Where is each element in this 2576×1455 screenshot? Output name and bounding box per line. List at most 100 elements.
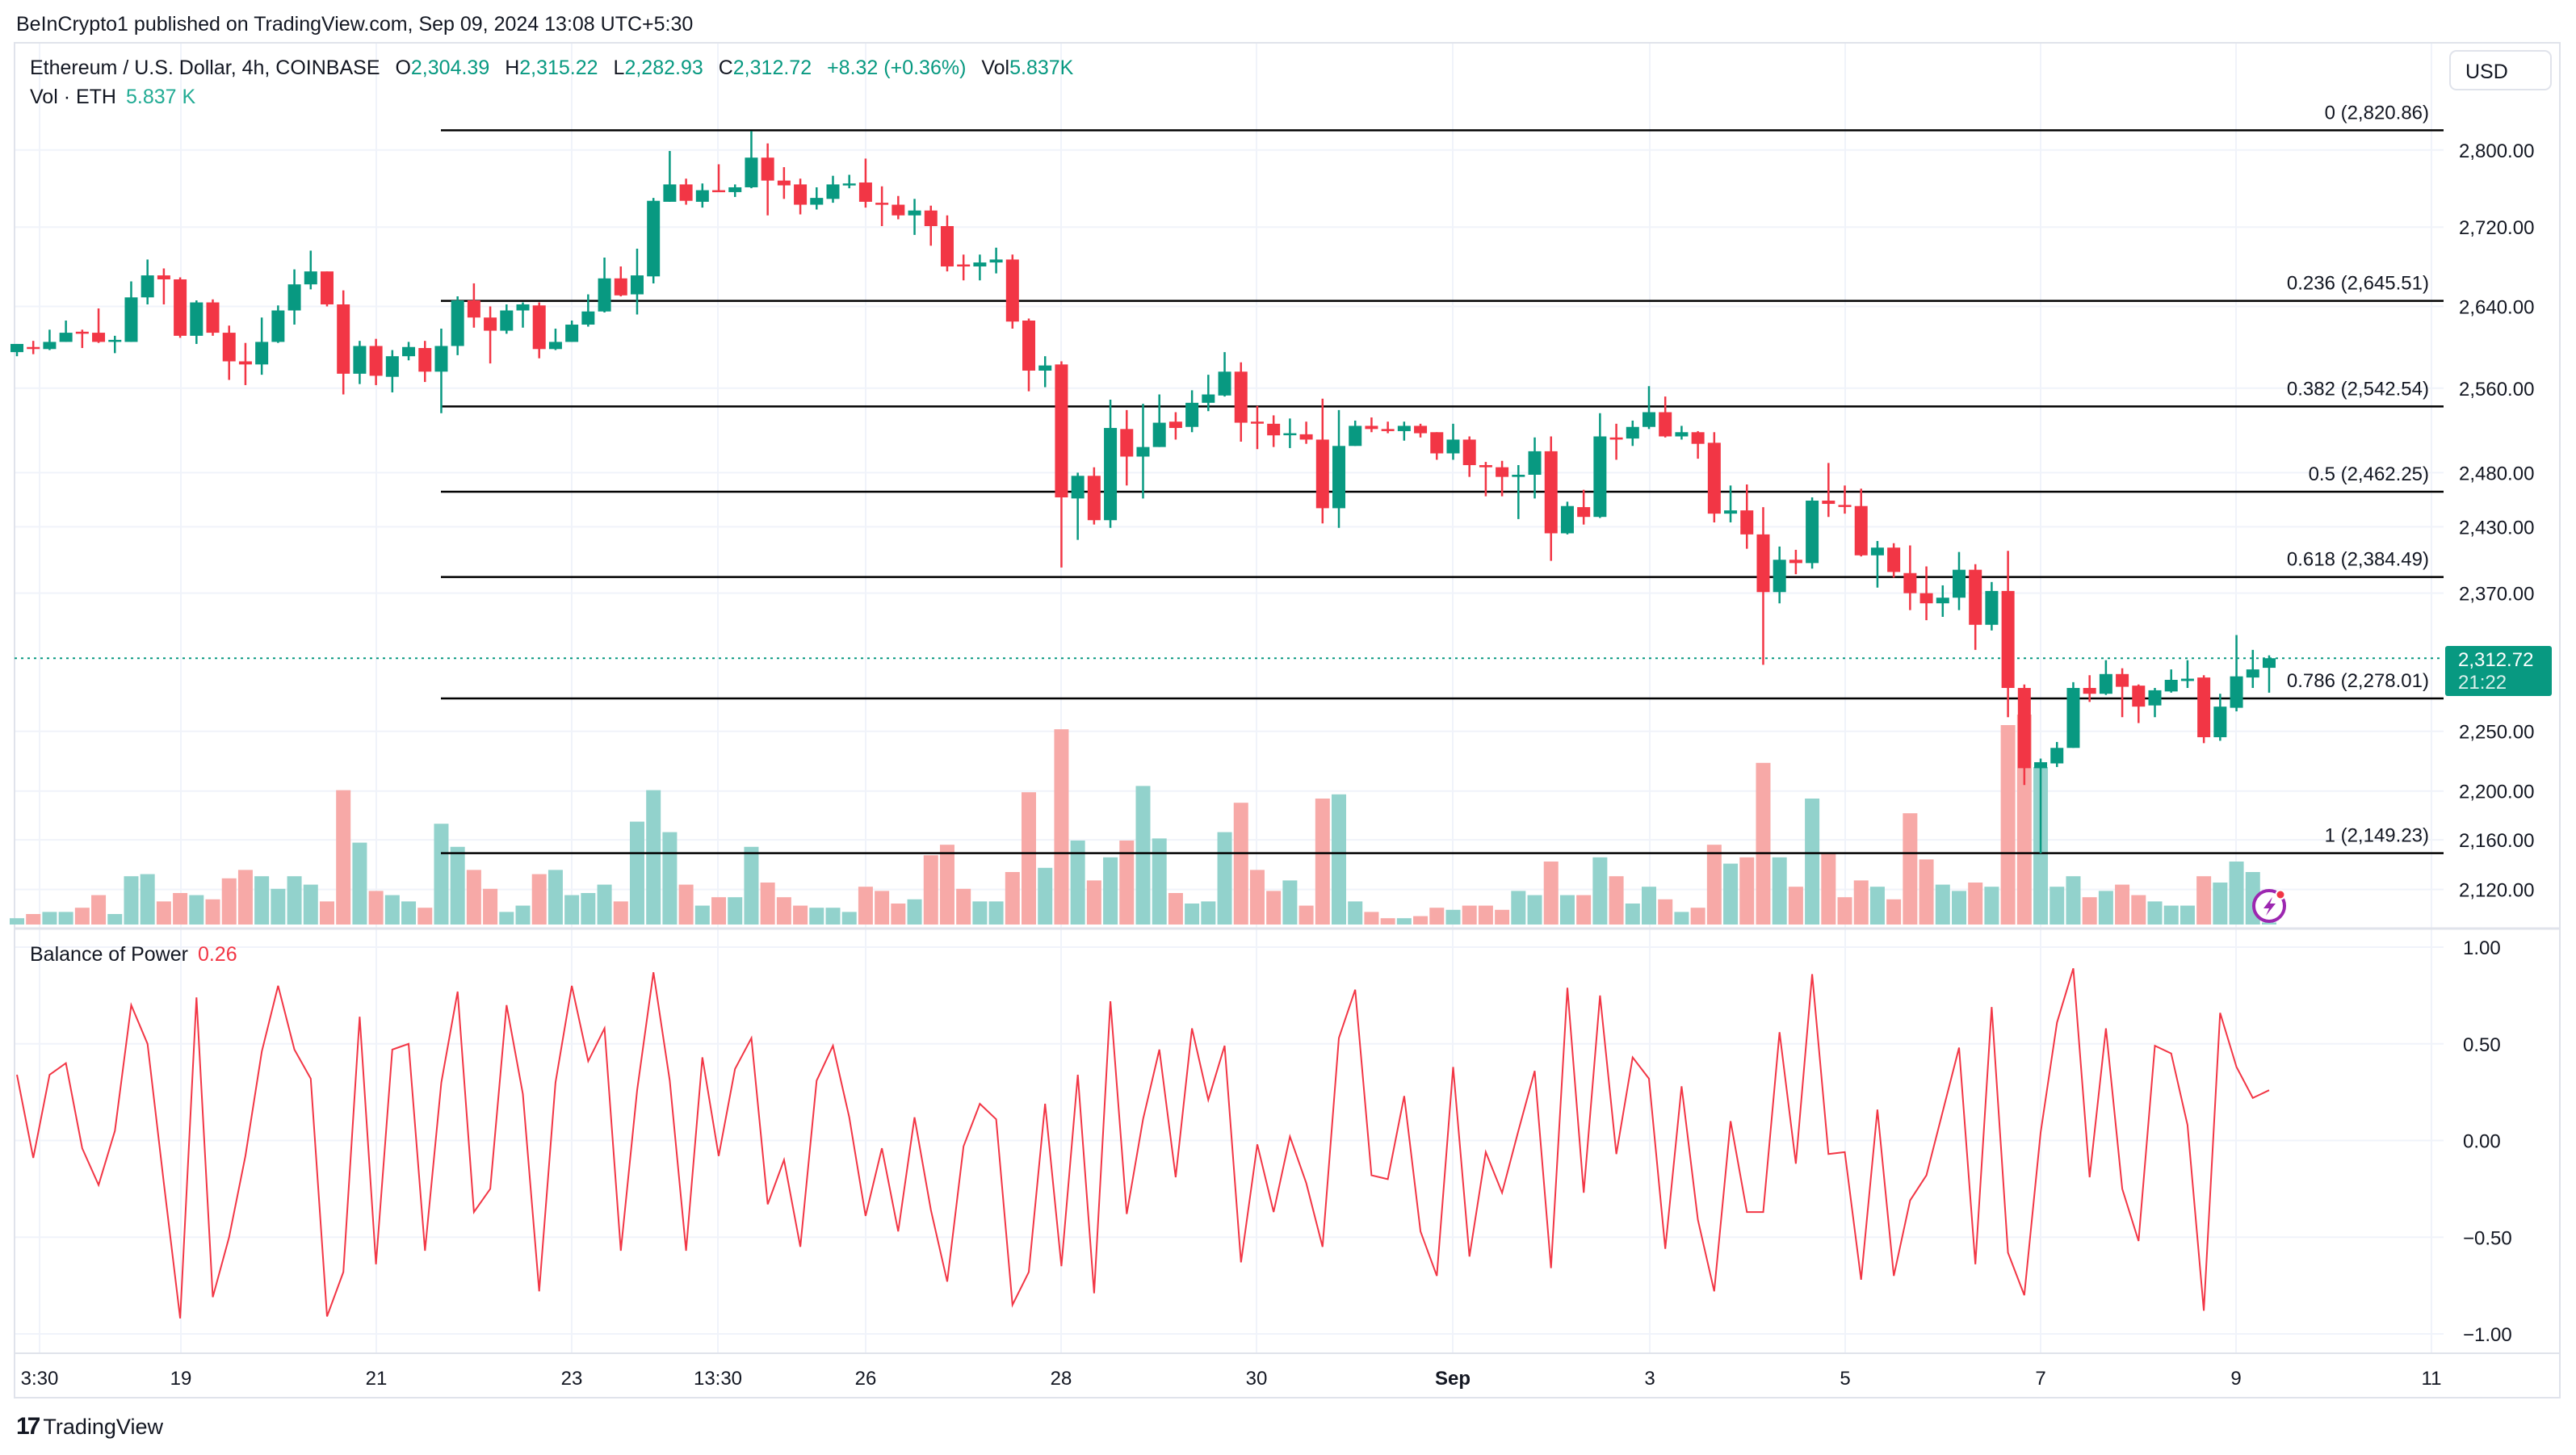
candle-body — [43, 342, 57, 350]
candle-body — [989, 259, 1003, 263]
volume-legend[interactable]: Vol · ETH 5.837 K — [30, 86, 195, 109]
candle — [1055, 361, 1068, 568]
candle — [467, 283, 480, 328]
indicator-legend[interactable]: Balance of Power 0.26 — [30, 943, 237, 967]
candle — [1643, 386, 1655, 430]
candle — [2213, 694, 2227, 741]
candle — [1218, 352, 1231, 397]
price-axis[interactable]: 2,800.00 2,720.00 2,640.00 2,560.00 2,480.00… — [2459, 140, 2534, 902]
candle — [1315, 398, 1329, 524]
volume-bar — [1706, 845, 1722, 925]
volume-bar — [1869, 887, 1885, 925]
volume-bar — [1396, 918, 1412, 925]
volume-bar — [1478, 905, 1493, 925]
candle — [2116, 668, 2129, 718]
candle-body — [1414, 426, 1428, 434]
balance-of-power-pane — [16, 968, 2270, 1319]
fib-level-label: 0.382 (2,542.54) — [2287, 378, 2429, 400]
candle-body — [1969, 569, 1982, 625]
candle-body — [1087, 476, 1101, 521]
candle-body — [1789, 560, 1802, 564]
volume-bar — [1690, 908, 1705, 925]
volume-bar — [825, 908, 841, 925]
candle-body — [369, 346, 383, 376]
indicator-axis[interactable]: 1.00 0.50 0.00 −0.50 −1.00 — [2463, 937, 2512, 1346]
volume-bar — [1038, 867, 1053, 925]
candle-body — [875, 203, 889, 205]
candle — [1430, 432, 1444, 460]
volume-bar — [1103, 857, 1118, 925]
candle — [320, 271, 334, 307]
currency-button[interactable]: USD — [2449, 50, 2552, 90]
candle-body — [548, 342, 562, 350]
candle — [2001, 551, 2015, 718]
candle — [1038, 356, 1052, 388]
volume-bar — [613, 901, 628, 925]
candle-body — [2034, 761, 2048, 769]
volume-bar — [809, 908, 824, 925]
candle-body — [1740, 510, 1754, 535]
tradingview-footer[interactable]: 17 TradingView — [16, 1413, 163, 1440]
volume-bar — [1462, 905, 1477, 925]
volume-bar — [2082, 897, 2097, 925]
candle-body — [92, 333, 106, 342]
candle — [1691, 430, 1705, 459]
candle — [1806, 497, 1819, 569]
volume-bar — [939, 845, 954, 925]
time-axis[interactable]: 3:30 19 21 23 13:30 26 28 30 Sep 3 5 7 9 11 — [21, 1368, 2442, 1390]
candle — [826, 175, 840, 203]
candle-body — [1267, 423, 1281, 436]
tradingview-brand: TradingView — [43, 1414, 163, 1439]
candle-body — [59, 333, 73, 342]
volume-bar — [26, 914, 41, 925]
volume-bar — [858, 887, 873, 925]
candle-body — [581, 311, 595, 325]
volume-legend-label: Vol · ETH — [30, 86, 116, 108]
candle-body — [1854, 505, 1868, 556]
candle-body — [1299, 434, 1313, 440]
volume-bar — [1935, 884, 1950, 925]
volume-bar — [1380, 918, 1395, 925]
candle — [1838, 485, 1852, 514]
volume-bar — [2066, 876, 2081, 925]
candle — [2262, 655, 2276, 693]
candle-body — [2180, 678, 2194, 681]
candle-body — [892, 204, 905, 216]
volume-bar — [2180, 905, 2195, 925]
candle-body — [1643, 412, 1655, 427]
fibonacci-retracement[interactable]: 0 (2,820.86) 0.236 (2,645.51) 0.382 (2,542… — [441, 102, 2444, 854]
time-tick-label: 26 — [855, 1368, 877, 1390]
volume-bar — [2229, 862, 2244, 925]
volume-bar — [450, 846, 465, 925]
volume-bar — [1233, 803, 1248, 925]
candle — [206, 299, 220, 336]
candle-body — [1577, 507, 1591, 518]
candle-body — [695, 190, 709, 202]
candle-body — [1234, 371, 1248, 423]
candle-body — [1136, 447, 1150, 457]
volume-bar — [254, 876, 270, 925]
volume-bar — [744, 846, 759, 925]
candle-body — [402, 346, 416, 357]
candle — [287, 269, 301, 325]
volume-bar — [2261, 922, 2276, 925]
candle-body — [2262, 658, 2276, 669]
volume-bar — [1332, 794, 1347, 925]
volume-bar — [74, 908, 90, 925]
candle-body — [1724, 510, 1738, 514]
candle-body — [1675, 432, 1689, 437]
candle-body — [1038, 365, 1052, 371]
candle-body — [1691, 432, 1705, 444]
symbol-name[interactable]: Ethereum / U.S. Dollar, 4h, COINBASE — [30, 57, 380, 79]
candle — [1822, 463, 1836, 518]
fib-level-label: 1 (2,149.23) — [2325, 825, 2429, 847]
candle-body — [810, 198, 824, 205]
candle — [385, 350, 399, 392]
candle-body — [1071, 476, 1085, 499]
lightning-icon[interactable] — [2252, 889, 2286, 923]
volume-bar — [173, 893, 188, 925]
volume-bar — [694, 905, 710, 925]
price-tick-label: 2,480.00 — [2459, 463, 2534, 484]
candle-body — [1496, 467, 1509, 477]
